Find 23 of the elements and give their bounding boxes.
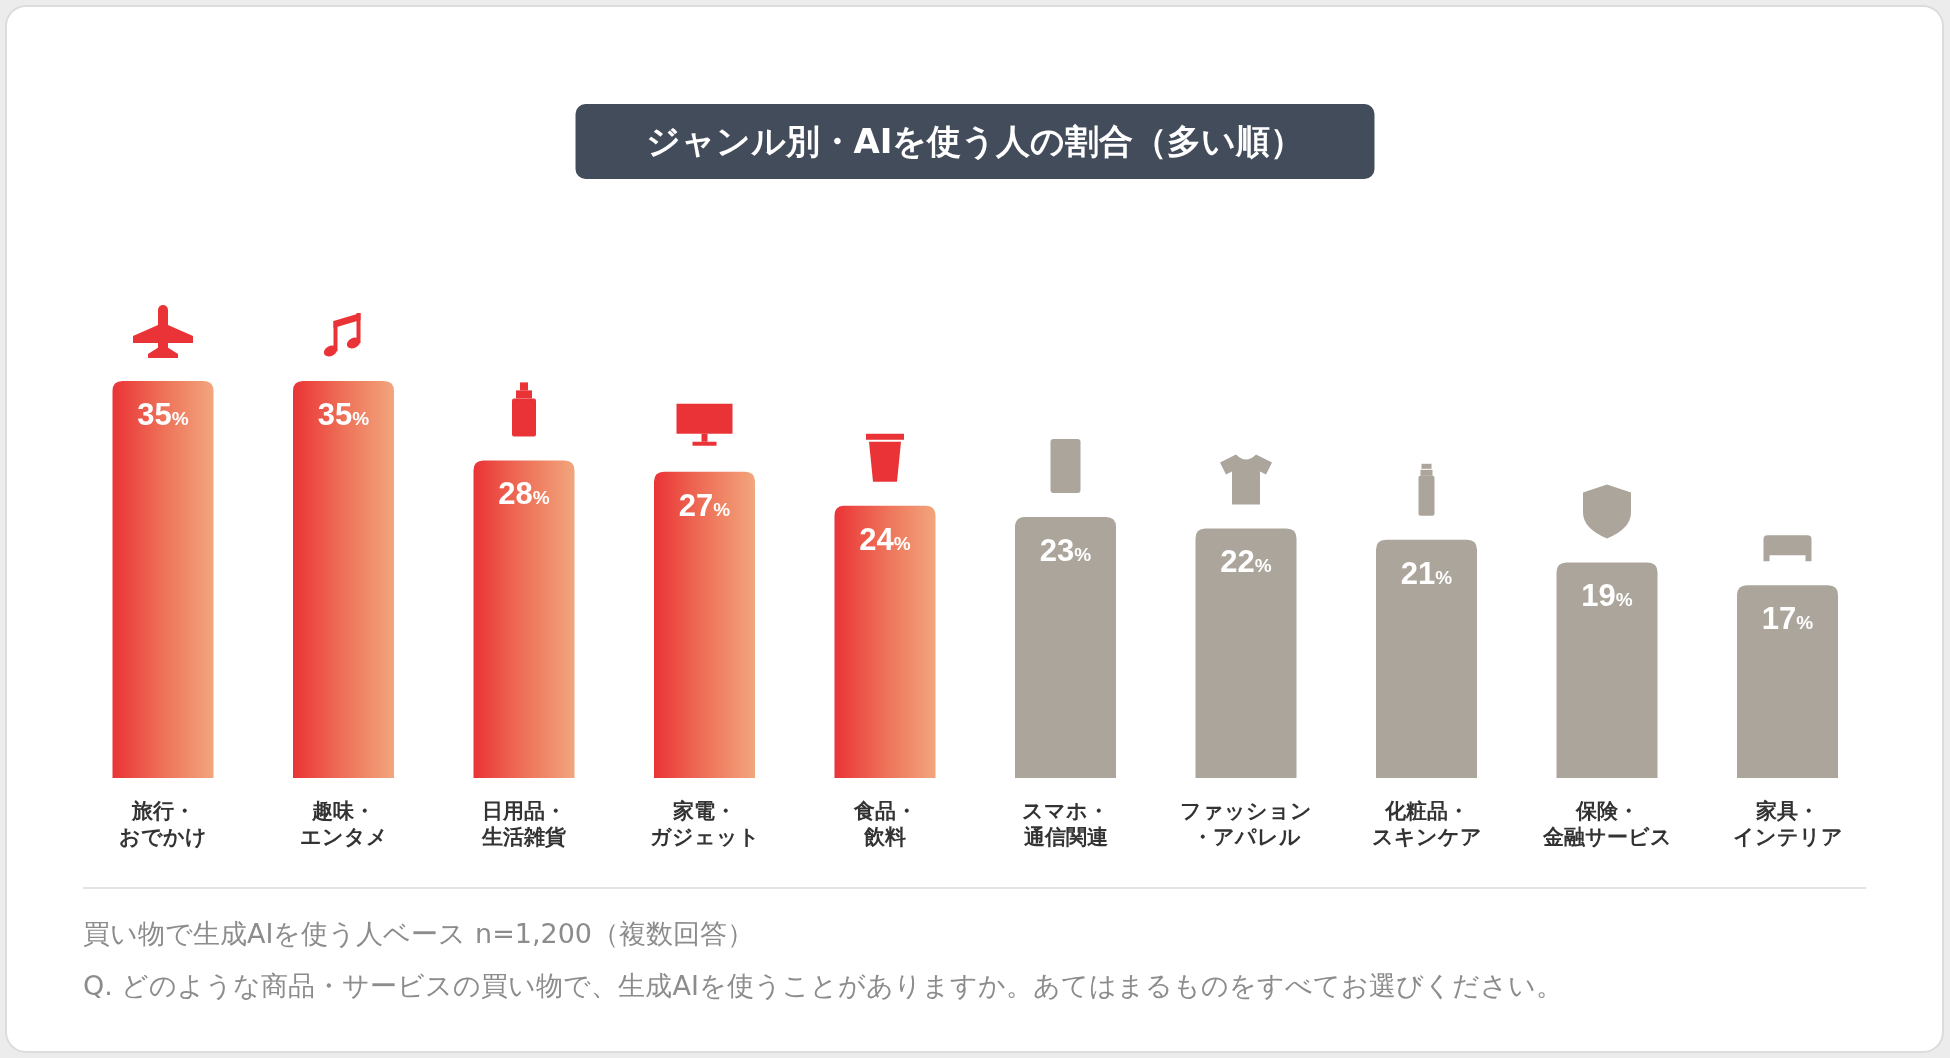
x-tick-label: 旅行・おでかけ <box>119 799 207 849</box>
data-label: 24% <box>859 521 911 557</box>
data-label: 22% <box>1220 544 1272 580</box>
x-tick-label: スマホ・通信関連 <box>1022 799 1109 849</box>
x-tick-label: 趣味・エンタメ <box>299 799 388 849</box>
data-label: 23% <box>1039 533 1092 569</box>
x-tick-label: 食品・飲料 <box>852 799 917 849</box>
data-label: 19% <box>1581 578 1633 614</box>
data-label: 21% <box>1400 555 1453 591</box>
text: Q. どのような商品・サービスの買い物で、生成AIを使うことがありますか。あてはまるものをすべてお選びください。 <box>83 970 1563 1001</box>
x-tick-label: 化粧品・スキンケア <box>1371 799 1482 849</box>
chart-title: ジャンル別・AIを使う人の割合（多い順） <box>645 121 1305 161</box>
x-tick-label: ファッション・アパレル <box>1180 799 1312 849</box>
data-label: 28% <box>498 476 550 512</box>
data-label: 35% <box>317 397 370 432</box>
data-label: 27% <box>678 487 731 523</box>
x-tick-label: 日用品・生活雑貨 <box>481 799 566 849</box>
text: 買い物で生成AIを使う人ベース n=1,200（複数回答） <box>83 918 755 949</box>
x-tick-label: 家具・インテリア <box>1732 799 1843 849</box>
data-label: 17% <box>1761 601 1814 637</box>
data-label: 35% <box>137 397 189 432</box>
x-tick-label: 保険・金融サービス <box>1541 799 1672 849</box>
x-tick-label: 家電・ガジェット <box>649 799 760 849</box>
